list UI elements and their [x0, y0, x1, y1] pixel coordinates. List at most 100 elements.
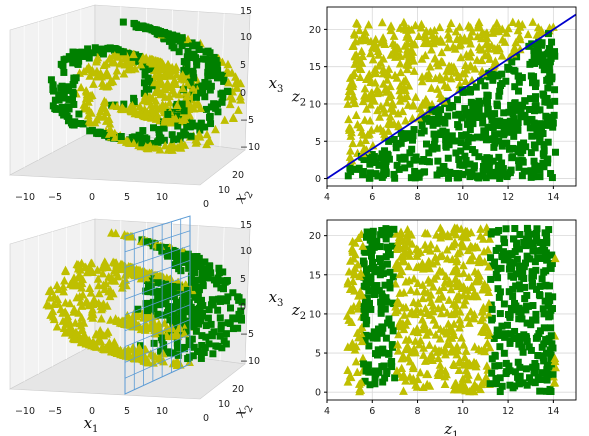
square-point	[210, 100, 218, 108]
x-tick-label: −10	[15, 406, 35, 417]
square-point	[465, 133, 473, 141]
triangle-point	[86, 288, 96, 297]
triangle-point	[397, 353, 407, 363]
square-point	[155, 287, 163, 295]
triangle-point	[515, 22, 525, 31]
triangle-point	[72, 292, 82, 302]
square-point	[439, 164, 447, 172]
square-point	[214, 108, 222, 116]
triangle-point	[402, 64, 412, 74]
square-point	[180, 343, 188, 351]
square-point	[184, 291, 192, 299]
square-point	[380, 362, 388, 370]
x-axis-label: x1	[84, 414, 99, 435]
square-point	[542, 387, 550, 395]
square-point	[488, 168, 496, 176]
square-point	[208, 296, 216, 304]
square-point	[488, 355, 496, 363]
triangle-point	[550, 378, 560, 387]
triangle-point	[345, 371, 355, 380]
square-point	[193, 253, 201, 261]
triangle-point	[231, 72, 240, 81]
triangle-point	[76, 82, 86, 92]
square-point	[535, 291, 543, 299]
square-point	[143, 299, 151, 307]
square-point	[120, 100, 128, 108]
triangle-point	[130, 64, 140, 73]
square-point	[75, 57, 83, 65]
triangle-point	[358, 148, 368, 158]
square-point	[549, 293, 557, 301]
square-point	[65, 95, 73, 103]
square-point	[544, 84, 552, 92]
square-point	[172, 299, 180, 307]
triangle-point	[89, 295, 98, 305]
square-point	[149, 139, 157, 147]
triangle-point	[426, 240, 436, 249]
square-point	[525, 235, 533, 243]
triangle-point	[398, 303, 408, 312]
triangle-point	[102, 82, 112, 91]
square-point	[434, 157, 442, 165]
triangle-point	[453, 268, 463, 278]
square-point	[224, 87, 232, 95]
square-point	[493, 380, 501, 388]
triangle-point	[478, 305, 487, 315]
z-tick-label: 0	[240, 302, 246, 313]
triangle-point	[488, 62, 498, 71]
square-point	[457, 139, 465, 147]
square-point	[540, 324, 548, 332]
square-point	[172, 36, 180, 44]
square-point	[369, 240, 377, 248]
square-point	[373, 282, 381, 290]
square-point	[536, 135, 544, 143]
square-point	[482, 174, 490, 182]
triangle-point	[452, 350, 462, 359]
square-point	[378, 323, 386, 331]
triangle-point	[395, 269, 405, 279]
triangle-point	[389, 45, 399, 55]
triangle-point	[457, 378, 467, 387]
square-point	[498, 322, 506, 330]
triangle-point	[344, 267, 354, 276]
square-point	[461, 152, 469, 160]
square-point	[369, 227, 377, 235]
triangle-point	[399, 17, 409, 27]
triangle-point	[155, 89, 165, 99]
triangle-point	[395, 59, 405, 68]
x-tick-label: 6	[369, 406, 375, 417]
triangle-point	[364, 20, 374, 29]
triangle-point	[129, 49, 138, 59]
square-point	[217, 321, 225, 329]
square-point	[379, 270, 387, 278]
square-point	[369, 334, 377, 342]
triangle-point	[411, 20, 420, 30]
triangle-point	[176, 143, 186, 152]
square-point	[495, 362, 503, 370]
triangle-point	[401, 335, 411, 344]
triangle-point	[374, 50, 384, 59]
square-point	[382, 157, 390, 165]
square-point	[189, 352, 197, 360]
z-tick-label: 10	[240, 32, 252, 43]
square-point	[467, 98, 475, 106]
square-point	[494, 72, 502, 80]
square-point	[528, 115, 536, 123]
triangle-point	[194, 129, 204, 138]
triangle-point	[343, 99, 353, 108]
square-point	[200, 349, 208, 357]
triangle-point	[431, 252, 440, 262]
square-point	[229, 289, 237, 297]
square-point	[353, 165, 361, 173]
square-point	[533, 225, 541, 233]
square-point	[205, 340, 213, 348]
triangle-point	[446, 18, 456, 28]
square-point	[185, 336, 193, 344]
square-point	[548, 340, 556, 348]
triangle-point	[78, 290, 88, 299]
square-point	[526, 95, 534, 103]
triangle-point	[451, 26, 461, 36]
triangle-point	[389, 119, 399, 128]
triangle-point	[403, 353, 413, 362]
square-point	[155, 301, 163, 309]
